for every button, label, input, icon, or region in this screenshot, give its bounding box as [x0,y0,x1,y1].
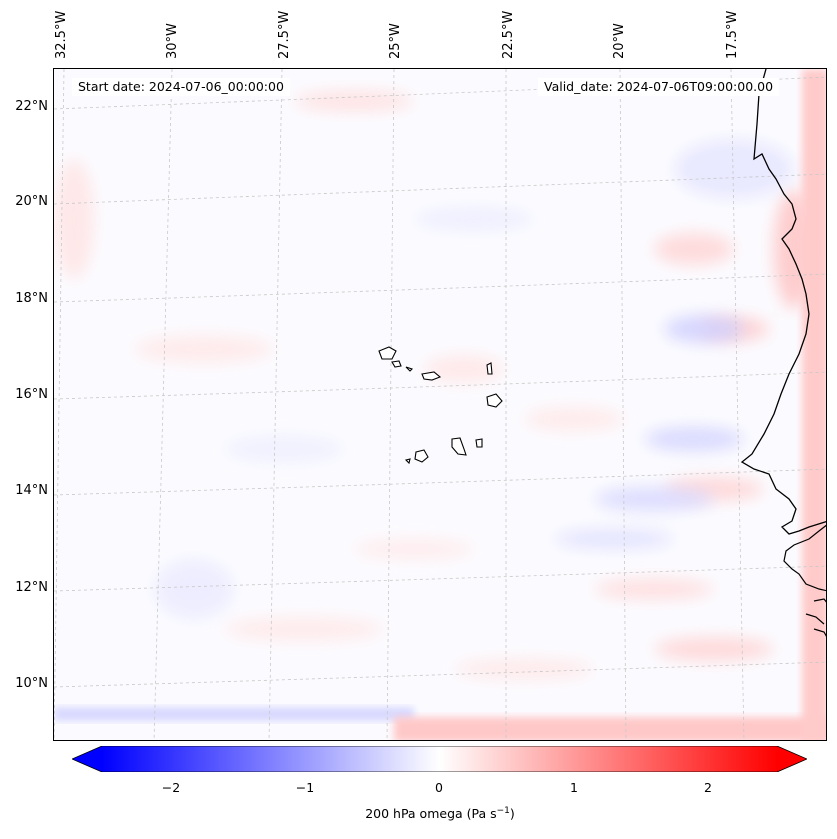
colorbar-tick-1: 1 [570,780,578,795]
lat-label-14n: 14°N [15,483,48,498]
valid-date-label: Valid_date: 2024-07-06T09:00:00.00 [538,78,780,96]
colorbar-extend-max [777,746,807,772]
cape-verde-islands [378,346,503,465]
lon-label-27-5w: 27.5°W [277,10,292,59]
colorbar-tick-minus2: −2 [161,780,181,795]
boundary-band-bottom-red [394,717,826,740]
boundary-band-bottom-blue [54,707,414,721]
start-date-label: Start date: 2024-07-06_00:00:00 [72,78,290,96]
lon-label-32-5w: 32.5°W [54,10,69,59]
lon-label-20w: 20°W [612,23,627,59]
lat-label-16n: 16°N [15,387,48,402]
lat-label-18n: 18°N [15,291,48,306]
colorbar-label: 200 hPa omega (Pa s−1) [365,806,515,822]
africa-coastline [740,69,826,535]
colorbar [72,746,807,772]
lat-label-12n: 12°N [15,580,48,595]
africa-coastline-south [783,524,826,637]
graticule [54,69,826,740]
lon-label-30w: 30°W [165,23,180,59]
colorbar-tick-minus1: −1 [295,780,315,795]
negative-omega-patches [154,139,794,619]
colorbar-body [102,746,777,772]
lat-label-22n: 22°N [15,99,48,114]
boundary-band-right-red [802,69,826,740]
lon-label-22-5w: 22.5°W [501,10,516,59]
colorbar-tick-2: 2 [704,780,712,795]
map-panel [53,68,827,741]
colorbar-extend-min [72,746,102,772]
omega-field-map [54,69,826,740]
lat-label-10n: 10°N [15,676,48,691]
lat-label-20n: 20°N [15,194,48,209]
colorbar-tick-0: 0 [435,780,443,795]
lon-label-25w: 25°W [388,23,403,59]
lon-label-17-5w: 17.5°W [725,10,740,59]
